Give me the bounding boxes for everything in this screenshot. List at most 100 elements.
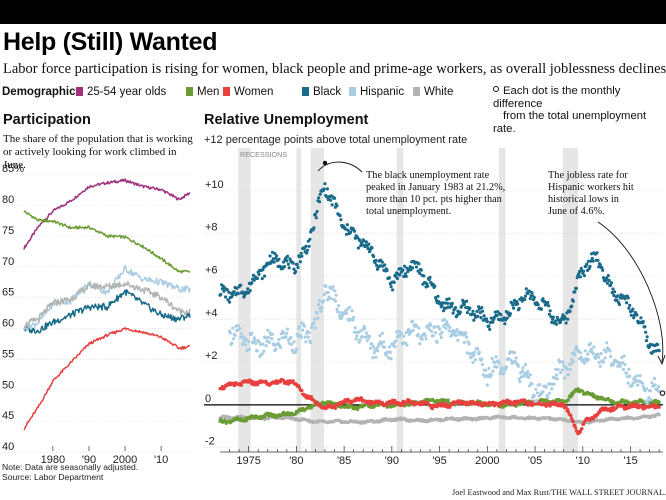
data-point (454, 333, 458, 337)
x-tick-label: 1975 (236, 455, 260, 467)
data-point (289, 335, 293, 340)
data-point (318, 192, 322, 196)
data-point (355, 334, 359, 338)
data-point (434, 296, 438, 300)
data-point (263, 415, 267, 419)
x-tick-label: '10 (576, 455, 590, 467)
data-point (525, 372, 529, 376)
data-point (586, 352, 590, 356)
data-point (247, 347, 251, 351)
data-point (578, 275, 583, 279)
data-point (654, 399, 658, 403)
data-point (372, 254, 376, 259)
data-point (487, 324, 491, 328)
data-point (566, 373, 571, 377)
data-point (564, 321, 568, 325)
data-point (623, 363, 627, 367)
data-point (641, 407, 645, 411)
data-point (326, 197, 330, 202)
data-point (336, 304, 341, 308)
data-point (378, 334, 382, 338)
data-point (646, 399, 650, 403)
data-point (364, 331, 368, 335)
data-point (304, 244, 308, 248)
data-point (570, 393, 575, 397)
data-point (236, 323, 240, 327)
data-point (232, 290, 236, 294)
legend: Demographic 25-54 year olds Men Women Bl… (0, 84, 666, 135)
data-point (433, 284, 437, 288)
data-point (504, 365, 508, 369)
data-point (392, 280, 396, 284)
recession-band (238, 148, 251, 452)
data-point (387, 345, 392, 349)
legend-label: Men (197, 86, 220, 98)
data-point (264, 344, 268, 348)
data-point (448, 325, 452, 330)
y-tick-label: 60 (2, 318, 14, 330)
data-point (485, 383, 489, 387)
data-point (409, 330, 413, 334)
data-point (505, 316, 509, 320)
data-point (526, 369, 530, 374)
data-point (270, 259, 274, 263)
data-point (301, 328, 305, 332)
data-point (244, 419, 248, 423)
data-point (344, 227, 348, 231)
data-point (418, 271, 422, 275)
data-point (350, 309, 354, 313)
data-point (465, 311, 469, 315)
data-point (627, 306, 631, 310)
data-point (487, 366, 491, 370)
data-point (333, 406, 337, 410)
data-point (550, 320, 554, 324)
data-point (527, 289, 532, 293)
data-point (623, 297, 627, 301)
data-point (552, 382, 556, 386)
data-point (480, 306, 484, 310)
data-point (434, 298, 438, 302)
data-point (312, 226, 316, 230)
data-point (573, 290, 577, 294)
y-tick-label: 65 (2, 287, 14, 299)
data-point (649, 398, 653, 402)
data-point (605, 276, 609, 280)
data-point (582, 274, 587, 278)
legend-item-25-54: 25-54 year olds (76, 86, 166, 98)
y-tick-label: 75 (2, 225, 14, 237)
data-point (222, 289, 226, 293)
data-point (300, 254, 304, 258)
data-point (579, 355, 583, 359)
data-point (309, 341, 313, 345)
data-point (365, 339, 369, 343)
data-point (635, 313, 639, 317)
data-point (431, 334, 435, 338)
data-point (235, 328, 239, 332)
recession-band (310, 148, 325, 452)
data-point (564, 405, 568, 409)
data-point (260, 352, 264, 356)
data-point (372, 351, 376, 355)
data-point (626, 296, 630, 300)
x-tick-label: 1980 (41, 454, 65, 466)
data-point (228, 331, 232, 335)
data-point (568, 367, 572, 372)
data-point (645, 335, 649, 339)
y-tick-label: 50 (2, 379, 14, 391)
data-point (401, 268, 405, 272)
data-point (339, 311, 343, 315)
data-point (465, 299, 469, 303)
data-point (282, 265, 286, 269)
data-point (239, 383, 244, 387)
data-point (317, 299, 322, 303)
data-point (519, 375, 524, 379)
data-point (465, 335, 469, 339)
data-point (313, 326, 318, 330)
footnote-line1: Note: Data are seasonally adjusted. (2, 462, 139, 472)
data-point (605, 341, 609, 345)
page-title: Help (Still) Wanted (3, 28, 218, 56)
data-point (512, 351, 517, 355)
data-point (569, 395, 573, 399)
data-point (261, 342, 265, 346)
footnote: Note: Data are seasonally adjusted. Sour… (2, 462, 138, 482)
